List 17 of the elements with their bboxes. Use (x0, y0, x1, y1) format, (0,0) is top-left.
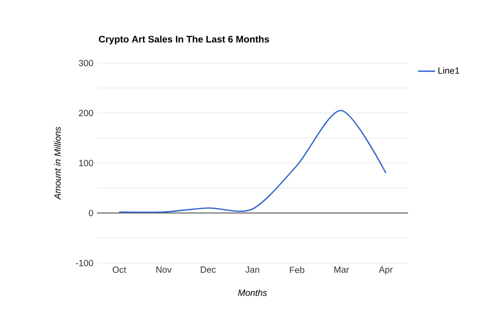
x-tick-label: Feb (290, 266, 304, 274)
chart-title: Crypto Art Sales In The Last 6 Months (98, 36, 270, 44)
y-tick-label: 200 (78, 110, 94, 116)
x-axis-title: Months (238, 289, 268, 296)
x-tick-label: Jan (245, 266, 260, 273)
line-series (118, 110, 386, 213)
y-tick-label: 100 (79, 160, 94, 166)
x-tick-label: Dec (200, 266, 216, 273)
y-tick-label: 300 (78, 60, 94, 66)
legend-label: Line1 (438, 67, 460, 74)
x-tick-label: Apr (378, 266, 393, 275)
x-tick-label: Mar (334, 266, 349, 273)
y-axis-title: Amount in Millions (54, 126, 61, 200)
y-tick-label: -100 (76, 260, 94, 266)
x-tick-label: Oct (112, 266, 126, 273)
y-tick-label: 0 (88, 210, 94, 216)
x-tick-label: Nov (156, 266, 172, 273)
